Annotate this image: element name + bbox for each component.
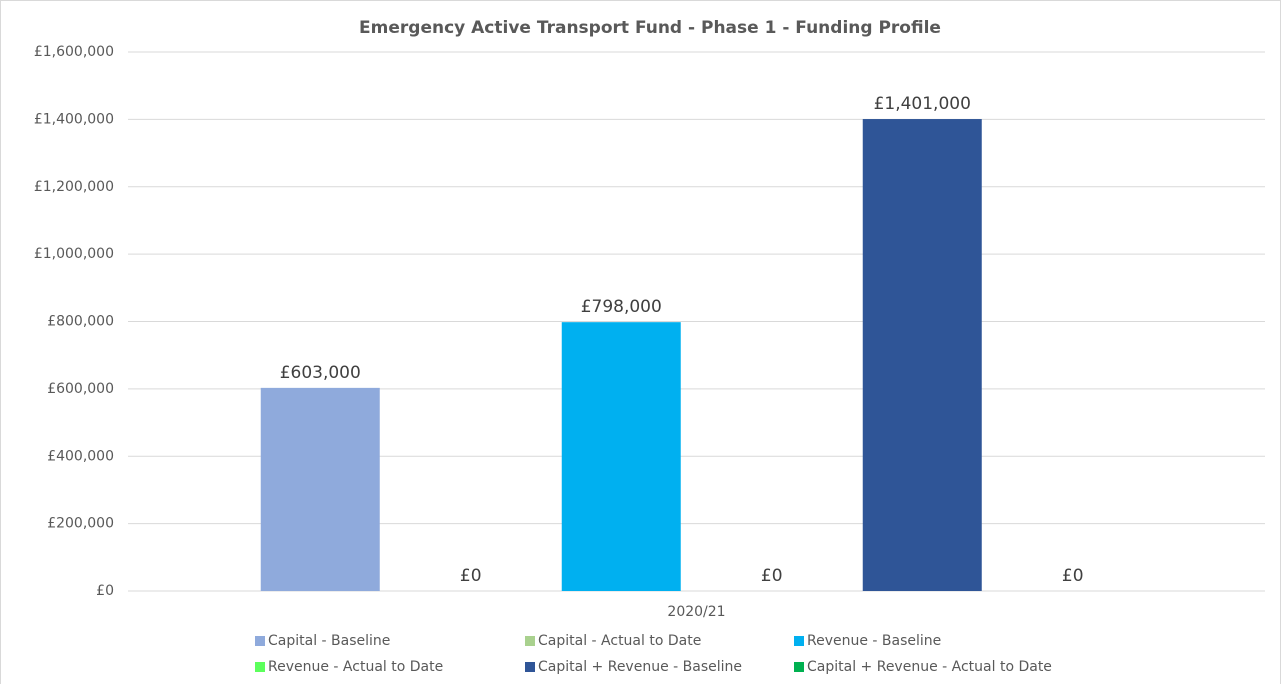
legend-swatch	[255, 636, 265, 646]
y-tick-label: £0	[96, 583, 114, 599]
value-label: £0	[761, 566, 783, 586]
y-tick-label: £1,600,000	[34, 44, 114, 60]
y-tick-label: £800,000	[47, 314, 114, 330]
legend-swatch	[794, 662, 804, 672]
value-label: £0	[1062, 566, 1084, 586]
legend-swatch	[794, 636, 804, 646]
x-tick-label: 2020/21	[667, 604, 725, 620]
legend-label: Capital + Revenue - Actual to Date	[807, 659, 1052, 675]
legend-label: Capital + Revenue - Baseline	[538, 659, 742, 675]
value-label: £1,401,000	[874, 94, 971, 114]
y-tick-label: £1,200,000	[34, 179, 114, 195]
legend-swatch	[255, 662, 265, 672]
value-label: £603,000	[280, 363, 361, 383]
value-label: £0	[460, 566, 482, 586]
bar	[260, 387, 380, 591]
legend-label: Revenue - Actual to Date	[268, 659, 443, 675]
chart-title: Emergency Active Transport Fund - Phase …	[359, 18, 941, 38]
y-tick-label: £200,000	[47, 516, 114, 532]
legend-swatch	[525, 662, 535, 672]
y-tick-label: £400,000	[47, 448, 114, 464]
legend-swatch	[525, 636, 535, 646]
y-tick-label: £600,000	[47, 381, 114, 397]
bar	[561, 322, 681, 591]
legend-label: Capital - Actual to Date	[538, 633, 701, 649]
y-tick-label: £1,000,000	[34, 246, 114, 262]
legend-label: Revenue - Baseline	[807, 633, 941, 649]
legend-label: Capital - Baseline	[268, 633, 390, 649]
y-tick-label: £1,400,000	[34, 111, 114, 127]
value-label: £798,000	[581, 297, 662, 317]
bar	[862, 119, 982, 592]
